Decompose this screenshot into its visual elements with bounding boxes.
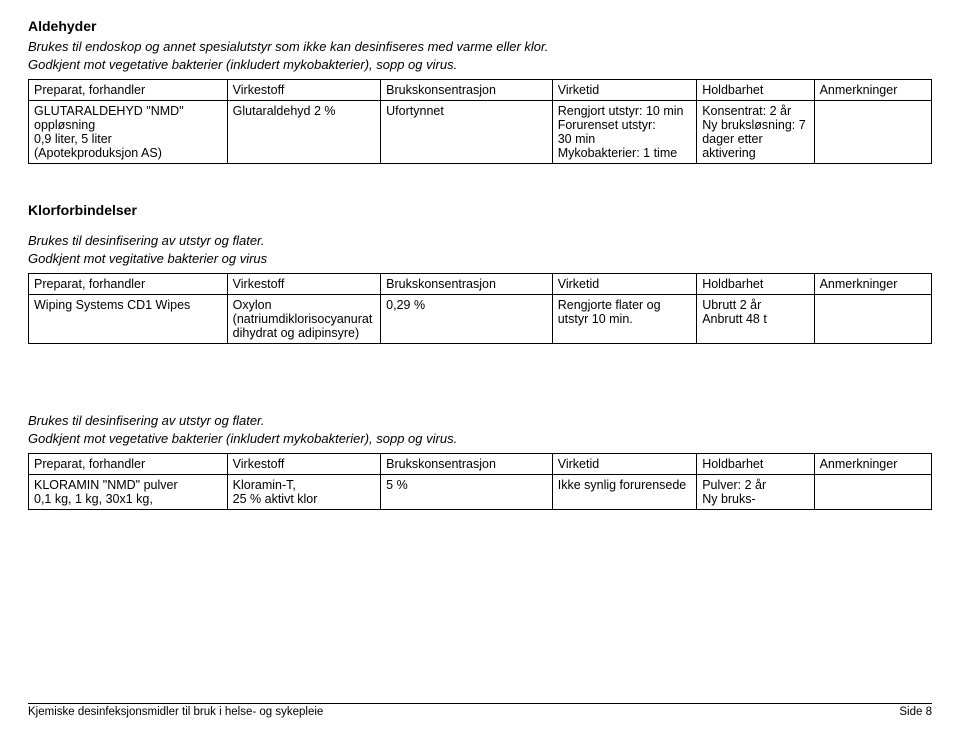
col-preparat: Preparat, forhandler [29,454,228,475]
cell-virketid: Rengjort utstyr: 10 minForurenset utstyr… [552,101,696,164]
col-anmerkninger: Anmerkninger [814,274,931,295]
section3-desc-line2: Godkjent mot vegetative bakterier (inklu… [28,431,457,446]
col-virketid: Virketid [552,80,696,101]
col-brukskonsentrasjon: Brukskonsentrasjon [381,80,553,101]
col-anmerkninger: Anmerkninger [814,454,931,475]
col-virkestoff: Virkestoff [227,454,381,475]
section1-table: Preparat, forhandler Virkestoff Brukskon… [28,79,932,164]
cell-anmerkninger [814,295,931,344]
table-header-row: Preparat, forhandler Virkestoff Brukskon… [29,274,932,295]
col-preparat: Preparat, forhandler [29,80,228,101]
section2-desc: Brukes til desinfisering av utstyr og fl… [28,232,932,267]
table-header-row: Preparat, forhandler Virkestoff Brukskon… [29,454,932,475]
cell-preparat: GLUTARALDEHYD "NMD" oppløsning0,9 liter,… [29,101,228,164]
col-holdbarhet: Holdbarhet [697,80,814,101]
col-virkestoff: Virkestoff [227,80,381,101]
section1-desc-line1: Brukes til endoskop og annet spesialutst… [28,39,548,54]
cell-brukskonsentrasjon: Ufortynnet [381,101,553,164]
col-brukskonsentrasjon: Brukskonsentrasjon [381,274,553,295]
cell-brukskonsentrasjon: 0,29 % [381,295,553,344]
col-brukskonsentrasjon: Brukskonsentrasjon [381,454,553,475]
col-virketid: Virketid [552,274,696,295]
cell-holdbarhet: Ubrutt 2 årAnbrutt 48 t [697,295,814,344]
section1-desc-line2: Godkjent mot vegetative bakterier (inklu… [28,57,457,72]
cell-virkestoff: Glutaraldehyd 2 % [227,101,381,164]
section3-table: Preparat, forhandler Virkestoff Brukskon… [28,453,932,510]
page-footer: Kjemiske desinfeksjonsmidler til bruk i … [28,703,932,718]
col-holdbarhet: Holdbarhet [697,274,814,295]
section1-title: Aldehyder [28,18,932,34]
cell-virkestoff: Oxylon (natriumdiklorisocyanurat dihydra… [227,295,381,344]
cell-holdbarhet: Konsentrat: 2 årNy bruksløsning: 7 dager… [697,101,814,164]
cell-anmerkninger [814,101,931,164]
col-anmerkninger: Anmerkninger [814,80,931,101]
section1-desc: Brukes til endoskop og annet spesialutst… [28,38,932,73]
footer-right: Side 8 [899,706,932,718]
table-header-row: Preparat, forhandler Virkestoff Brukskon… [29,80,932,101]
footer-page-label: Side [899,706,922,718]
cell-brukskonsentrasjon: 5 % [381,475,553,510]
section3-desc: Brukes til desinfisering av utstyr og fl… [28,412,932,447]
col-virketid: Virketid [552,454,696,475]
col-virkestoff: Virkestoff [227,274,381,295]
table-row: Wiping Systems CD1 Wipes Oxylon (natrium… [29,295,932,344]
cell-anmerkninger [814,475,931,510]
section2-table: Preparat, forhandler Virkestoff Brukskon… [28,273,932,344]
section2-title: Klorforbindelser [28,202,932,218]
col-preparat: Preparat, forhandler [29,274,228,295]
col-holdbarhet: Holdbarhet [697,454,814,475]
footer-left: Kjemiske desinfeksjonsmidler til bruk i … [28,706,323,718]
cell-virketid: Ikke synlig forurensede [552,475,696,510]
cell-virkestoff: Kloramin-T,25 % aktivt klor [227,475,381,510]
cell-preparat: KLORAMIN "NMD" pulver0,1 kg, 1 kg, 30x1 … [29,475,228,510]
footer-page-number: 8 [926,706,932,718]
table-row: GLUTARALDEHYD "NMD" oppløsning0,9 liter,… [29,101,932,164]
cell-holdbarhet: Pulver: 2 årNy bruks- [697,475,814,510]
section2-desc-line2: Godkjent mot vegitative bakterier og vir… [28,251,267,266]
section2-desc-line1: Brukes til desinfisering av utstyr og fl… [28,233,265,248]
table-row: KLORAMIN "NMD" pulver0,1 kg, 1 kg, 30x1 … [29,475,932,510]
cell-virketid: Rengjorte flater og utstyr 10 min. [552,295,696,344]
cell-preparat: Wiping Systems CD1 Wipes [29,295,228,344]
section3-desc-line1: Brukes til desinfisering av utstyr og fl… [28,413,265,428]
